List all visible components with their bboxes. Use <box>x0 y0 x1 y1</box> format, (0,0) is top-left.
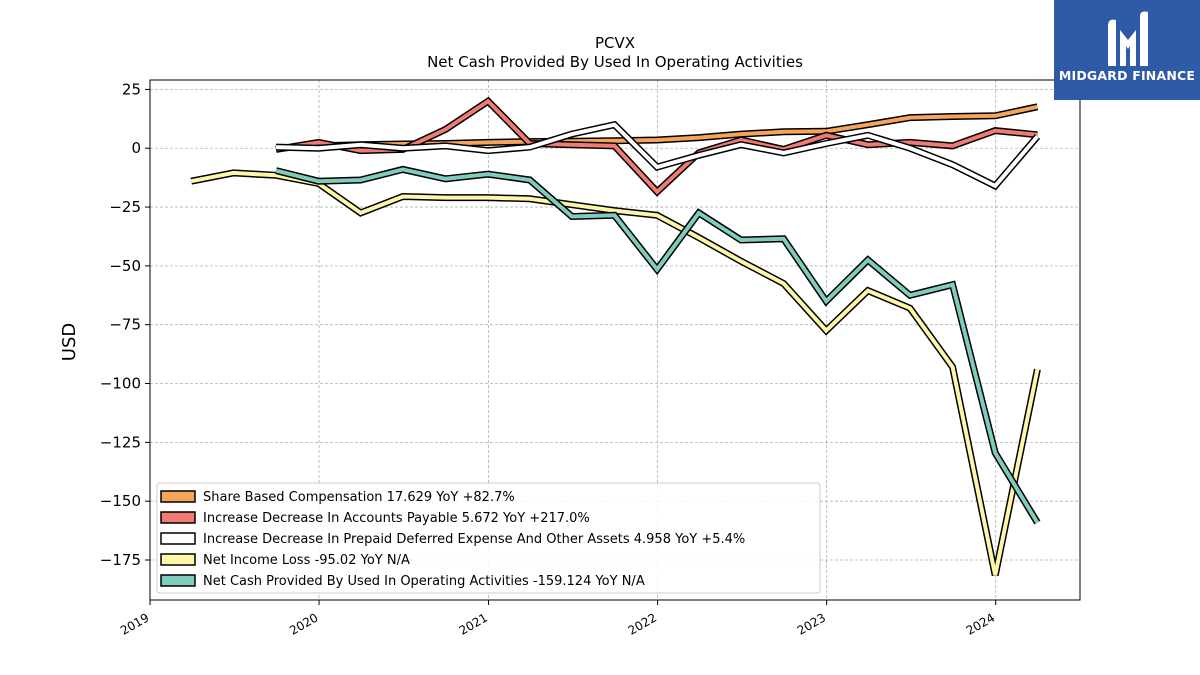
legend-swatch <box>160 490 196 503</box>
legend-entry-label: Increase Decrease In Accounts Payable 5.… <box>203 511 590 526</box>
y-tick-label: −100 <box>100 375 141 393</box>
x-tick-label: 2024 <box>964 610 997 637</box>
x-tick-label: 2022 <box>626 610 659 637</box>
legend-entry-label: Share Based Compensation 17.629 YoY +82.… <box>203 490 515 505</box>
series-line <box>275 122 1039 189</box>
series-line <box>275 167 1040 524</box>
legend-box <box>156 482 821 594</box>
x-tick-label: 2020 <box>287 610 320 637</box>
midgard-m-icon <box>1108 11 1148 67</box>
legend-swatch <box>160 532 196 545</box>
y-tick-label: 25 <box>122 80 141 98</box>
series-line-outline <box>275 165 1041 525</box>
legend-entry-label: Net Cash Provided By Used In Operating A… <box>203 574 645 589</box>
x-tick-label: 2023 <box>795 610 828 637</box>
series-line <box>275 104 1038 151</box>
y-tick-label: −75 <box>109 316 141 334</box>
x-tick-label: 2019 <box>118 610 151 637</box>
series-line <box>190 170 1040 576</box>
y-axis-label: USD <box>59 323 80 361</box>
y-axis: 25 0 −25 −50 −75 −100 −125 −150 −175 <box>100 80 150 569</box>
chart-subtitle: Net Cash Provided By Used In Operating A… <box>427 53 803 71</box>
legend-entry-label: Increase Decrease In Prepaid Deferred Ex… <box>203 532 745 547</box>
y-tick-label: −175 <box>100 551 141 569</box>
series-lines <box>190 96 1041 577</box>
brand-logo: MIDGARD FINANCE <box>1054 0 1200 100</box>
chart-title: PCVX <box>595 34 635 52</box>
legend-swatch <box>160 574 196 587</box>
legend: Share Based Compensation 17.629 YoY +82.… <box>156 482 821 594</box>
x-axis: 2019 2020 2021 2022 2023 2024 <box>118 600 997 638</box>
x-tick-label: 2021 <box>457 610 490 637</box>
legend-swatch <box>160 511 196 524</box>
y-tick-label: 0 <box>131 139 141 157</box>
legend-entry-label: Net Income Loss -95.02 YoY N/A <box>203 553 410 568</box>
plot-area-frame <box>149 79 1081 601</box>
brand-name: MIDGARD FINANCE <box>1058 68 1196 83</box>
legend-swatch <box>160 553 196 566</box>
y-tick-label: −125 <box>100 433 141 451</box>
y-tick-label: −150 <box>100 492 141 510</box>
y-tick-label: −25 <box>109 198 141 216</box>
y-tick-label: −50 <box>109 257 141 275</box>
